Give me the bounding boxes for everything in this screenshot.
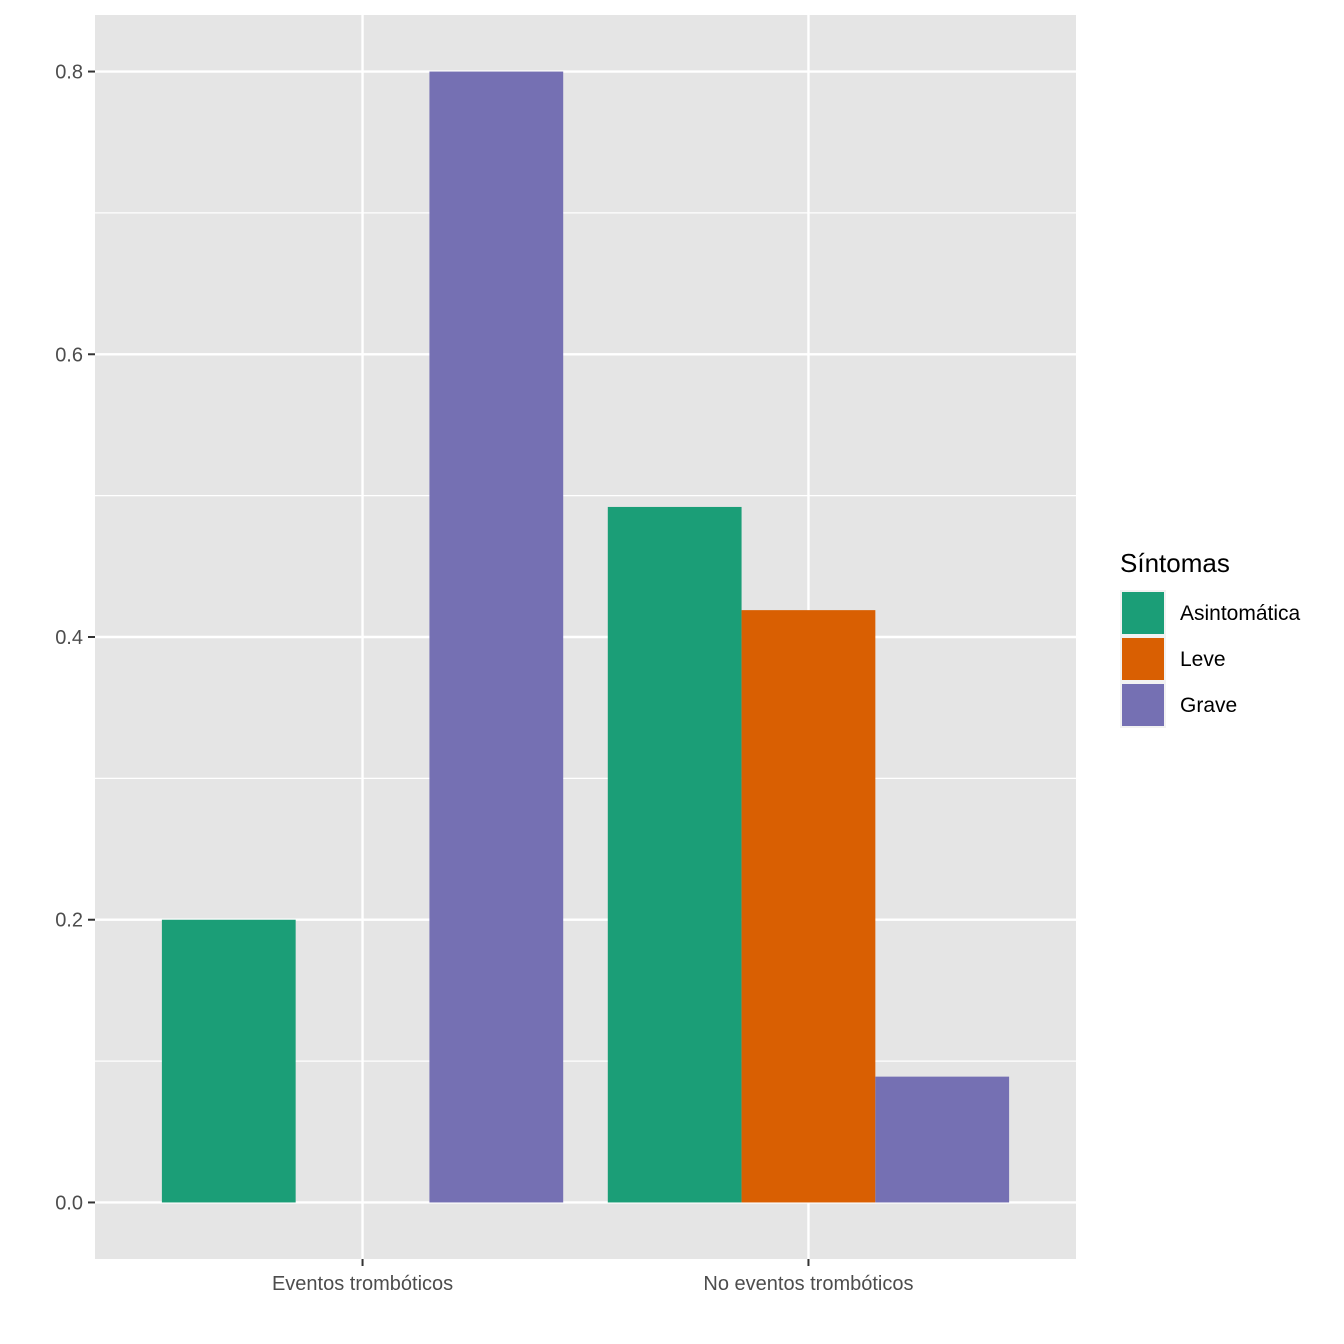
legend-swatch: [1122, 684, 1164, 726]
y-tick-label: 0.2: [55, 910, 83, 932]
legend: Síntomas Asintomática Leve Grave: [1120, 548, 1301, 728]
y-axis: 0.0 0.2 0.4 0.6 0.8: [55, 62, 95, 1214]
legend-label: Leve: [1180, 648, 1226, 671]
bars-group: [161, 71, 1010, 1203]
legend-label: Asintomática: [1180, 602, 1301, 625]
y-tick-label: 0.6: [55, 344, 83, 366]
y-tick-label: 0.4: [55, 627, 83, 649]
x-axis: Eventos trombóticos No eventos trombótico…: [272, 1259, 914, 1295]
legend-swatch: [1122, 638, 1164, 680]
bar: [607, 506, 742, 1203]
legend-title: Síntomas: [1120, 548, 1230, 578]
x-tick-label: Eventos trombóticos: [272, 1273, 453, 1295]
y-tick-label: 0.0: [55, 1192, 83, 1214]
bar: [429, 71, 564, 1203]
y-tick-label: 0.8: [55, 62, 83, 84]
bar: [161, 919, 296, 1203]
legend-swatch: [1122, 592, 1164, 634]
bar: [875, 1076, 1010, 1203]
legend-label: Grave: [1180, 694, 1237, 717]
bar: [741, 610, 876, 1203]
x-tick-label: No eventos trombóticos: [703, 1273, 913, 1295]
